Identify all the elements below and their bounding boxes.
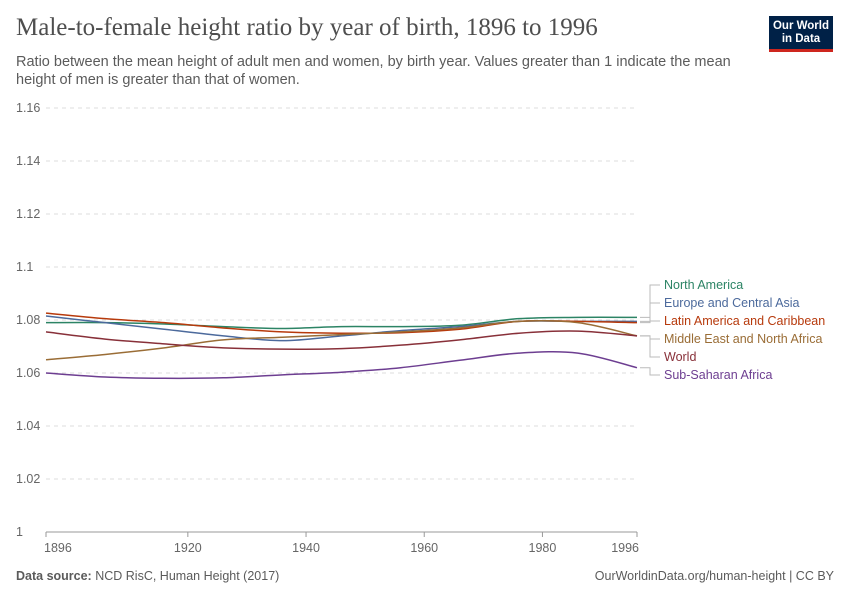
legend-label[interactable]: Europe and Central Asia bbox=[664, 296, 800, 310]
y-tick-label: 1.06 bbox=[16, 366, 40, 380]
logo-text: Our World in Data bbox=[772, 20, 829, 45]
legend-connector bbox=[640, 284, 660, 318]
chart-title: Male-to-female height ratio by year of b… bbox=[16, 14, 598, 41]
y-tick-label: 1.14 bbox=[16, 154, 40, 168]
x-tick-label: 1980 bbox=[529, 541, 557, 555]
legend-label[interactable]: Middle East and North Africa bbox=[664, 332, 822, 346]
source-label: Data source: bbox=[16, 569, 92, 583]
y-tick-label: 1 bbox=[16, 525, 23, 539]
x-tick-label: 1940 bbox=[292, 541, 320, 555]
y-tick-label: 1.02 bbox=[16, 472, 40, 486]
series-line[interactable] bbox=[45, 330, 638, 350]
x-tick-label: 1896 bbox=[44, 541, 72, 555]
y-tick-label: 1.04 bbox=[16, 419, 40, 433]
legend-label[interactable]: North America bbox=[664, 278, 743, 292]
legend-connector bbox=[640, 320, 660, 324]
legend-connector bbox=[640, 335, 660, 358]
series-line[interactable] bbox=[45, 350, 638, 380]
source-text[interactable]: NCD RisC, Human Height (2017) bbox=[95, 569, 280, 583]
legend-label[interactable]: Sub-Saharan Africa bbox=[664, 368, 772, 382]
series-line[interactable] bbox=[45, 319, 638, 361]
owid-logo[interactable]: Our World in Data bbox=[769, 16, 833, 52]
legend-connector bbox=[640, 302, 660, 322]
legend-label[interactable]: World bbox=[664, 350, 696, 364]
data-source: Data source: NCD RisC, Human Height (201… bbox=[16, 569, 279, 583]
chart-subtitle: Ratio between the mean height of adult m… bbox=[16, 54, 731, 88]
x-tick-label: 1920 bbox=[174, 541, 202, 555]
footer-url[interactable]: OurWorldinData.org/human-height | CC BY bbox=[594, 569, 834, 583]
y-tick-label: 1.08 bbox=[16, 313, 40, 327]
x-tick-label: 1960 bbox=[410, 541, 438, 555]
y-tick-label: 1.12 bbox=[16, 207, 40, 221]
y-tick-label: 1.1 bbox=[16, 260, 33, 274]
legend-label[interactable]: Latin America and Caribbean bbox=[664, 314, 825, 328]
y-tick-label: 1.16 bbox=[16, 101, 40, 115]
series-line[interactable] bbox=[45, 316, 638, 330]
x-tick-label: 1996 bbox=[611, 541, 639, 555]
legend-connector bbox=[640, 367, 660, 376]
